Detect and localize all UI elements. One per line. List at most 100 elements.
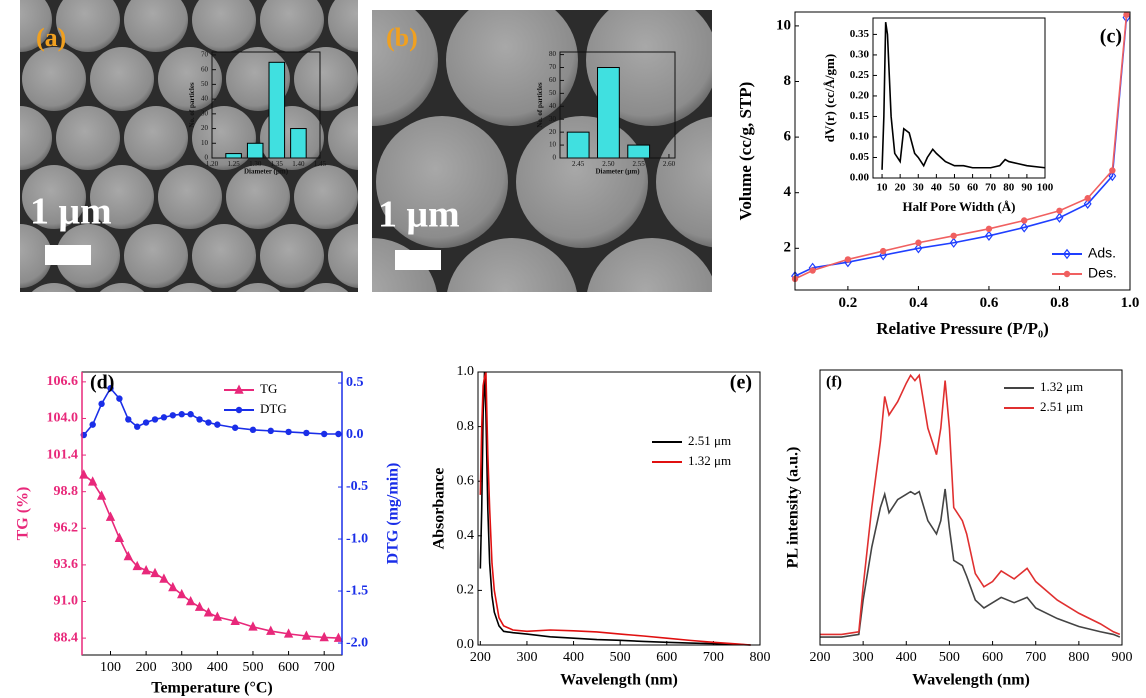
plot-frame bbox=[872, 17, 1046, 179]
y-tick-label: 101.4 bbox=[47, 447, 79, 462]
x-axis-label: Relative Pressure (P/P₀) bbox=[876, 319, 1049, 338]
y-tick-label: 2 bbox=[784, 240, 792, 256]
marker bbox=[205, 419, 212, 426]
x-tick-label: 1.45 bbox=[314, 160, 327, 168]
y-tick-label: 0 bbox=[553, 154, 557, 162]
particle bbox=[372, 10, 438, 126]
plot-frame bbox=[81, 371, 343, 656]
x-tick-label: 0.4 bbox=[909, 295, 928, 311]
marker bbox=[249, 426, 257, 434]
marker bbox=[1056, 207, 1063, 214]
marker bbox=[1020, 222, 1029, 233]
particle bbox=[20, 0, 52, 52]
panel-label: (d) bbox=[90, 372, 114, 394]
x-tick-label: 1.20 bbox=[206, 160, 219, 168]
y-tick-label: 70 bbox=[201, 51, 209, 59]
x-tick-label: 0.6 bbox=[980, 295, 999, 311]
y-tick-label: 0.30 bbox=[850, 48, 870, 60]
marker bbox=[285, 428, 292, 436]
marker bbox=[879, 247, 887, 255]
marker bbox=[168, 581, 178, 592]
marker bbox=[88, 476, 98, 486]
x-tick-label: 400 bbox=[207, 660, 228, 675]
x-tick-label: 0.2 bbox=[839, 295, 858, 311]
x-tick-label: 500 bbox=[610, 650, 631, 665]
y2-tick-label: -0.5 bbox=[346, 479, 368, 494]
y2-tick-label: 0.0 bbox=[346, 427, 364, 442]
particle bbox=[294, 165, 358, 229]
bar bbox=[290, 128, 307, 159]
x-tick-label: 700 bbox=[1025, 650, 1046, 665]
y-tick-label: 98.8 bbox=[54, 484, 79, 499]
particles-b bbox=[372, 0, 928, 292]
x-tick-label: 100 bbox=[100, 660, 121, 675]
marker bbox=[1084, 195, 1091, 202]
y-axis-label: TG (%) bbox=[15, 487, 32, 541]
legend-label: DTG bbox=[260, 401, 287, 416]
particle bbox=[124, 224, 188, 288]
legend-label: 2.51 μm bbox=[688, 433, 731, 448]
particle bbox=[90, 47, 154, 111]
particle bbox=[22, 165, 86, 229]
inset-background bbox=[873, 18, 1045, 178]
marker bbox=[985, 225, 993, 233]
marker bbox=[1109, 167, 1116, 174]
x-tick-label: 300 bbox=[171, 660, 192, 675]
x-tick-label: 2.55 bbox=[633, 160, 646, 168]
marker bbox=[1055, 212, 1064, 223]
y-tick-label: 10 bbox=[549, 141, 557, 149]
y-axis-label: PL intensity (a.u.) bbox=[785, 447, 802, 569]
x-tick-label: 60 bbox=[967, 181, 979, 193]
x-axis-label: Diameter (μm) bbox=[244, 168, 289, 176]
y2-axis-label: DTG (mg/min) bbox=[385, 463, 402, 565]
x-axis-label: Half Pore Width (Å) bbox=[902, 199, 1015, 214]
y-tick-label: 0.10 bbox=[850, 131, 870, 143]
x-tick-label: 600 bbox=[982, 650, 1003, 665]
y-tick-label: 20 bbox=[201, 124, 209, 132]
particle bbox=[99, 283, 145, 292]
legend-marker bbox=[234, 384, 244, 394]
marker bbox=[301, 630, 312, 640]
y-axis-label: No. of particles bbox=[188, 82, 196, 128]
x-tick-label: 100 bbox=[1037, 181, 1054, 193]
y-tick-label: 50 bbox=[549, 89, 557, 97]
marker bbox=[914, 243, 923, 254]
y-tick-label: 70 bbox=[549, 63, 557, 71]
marker bbox=[132, 560, 142, 571]
bar bbox=[246, 142, 264, 159]
y-tick-label: 8 bbox=[784, 73, 792, 89]
marker bbox=[212, 611, 223, 621]
y-axis-label: dV(r) (cc/Å/gm) bbox=[822, 54, 837, 142]
marker bbox=[248, 621, 258, 631]
y-tick-label: 20 bbox=[549, 128, 557, 136]
plot-frame bbox=[819, 369, 1123, 646]
y-tick-label: 106.6 bbox=[47, 374, 79, 389]
x-tick-label: 400 bbox=[896, 650, 917, 665]
particle bbox=[31, 283, 77, 292]
marker bbox=[230, 615, 240, 626]
marker bbox=[151, 416, 159, 423]
particle bbox=[328, 0, 358, 52]
y2-tick-label: -1.0 bbox=[346, 531, 368, 546]
x-tick-label: 2.60 bbox=[663, 160, 676, 168]
x-tick-label: 200 bbox=[136, 660, 157, 675]
x-tick-label: 1.30 bbox=[249, 160, 262, 168]
y-tick-label: 0.0 bbox=[457, 637, 475, 652]
particle bbox=[376, 0, 508, 4]
particle bbox=[192, 0, 256, 52]
legend-label: 1.32 μm bbox=[688, 453, 731, 468]
x-tick-label: 600 bbox=[278, 660, 299, 675]
particle bbox=[20, 224, 52, 288]
x-tick-label: 10 bbox=[877, 181, 889, 193]
legend-label: Des. bbox=[1088, 265, 1117, 281]
y-tick-label: 6 bbox=[784, 129, 792, 145]
y2-tick-label: -1.5 bbox=[346, 583, 368, 598]
bar bbox=[566, 131, 590, 159]
marker bbox=[98, 400, 105, 408]
y-tick-label: 91.0 bbox=[54, 594, 79, 609]
particle bbox=[796, 0, 928, 4]
marker bbox=[89, 421, 96, 428]
x-tick-label: 80 bbox=[1003, 181, 1015, 193]
particle bbox=[362, 283, 426, 347]
particle bbox=[656, 0, 788, 4]
